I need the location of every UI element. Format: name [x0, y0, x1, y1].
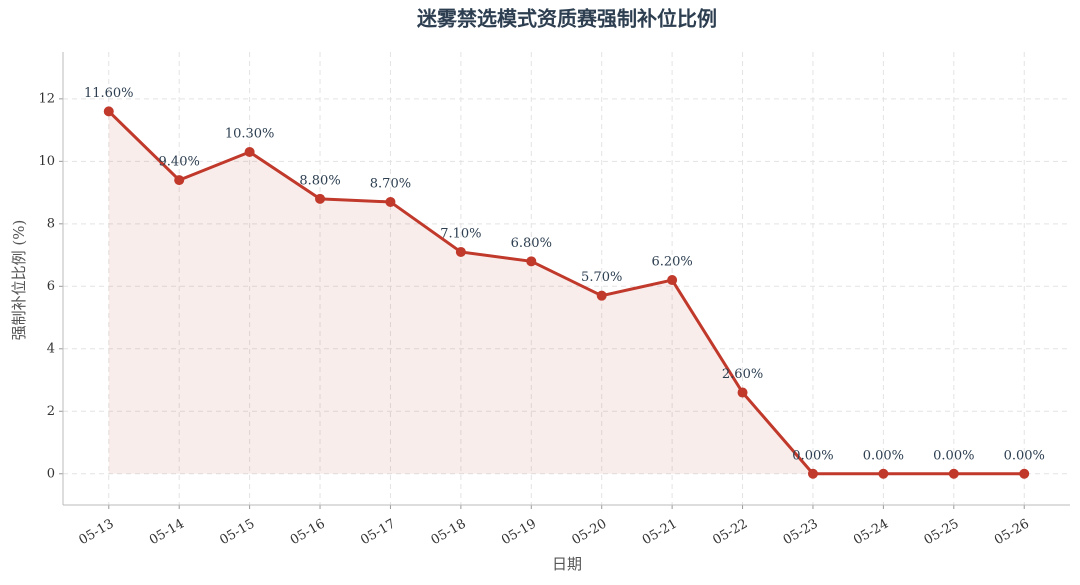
- value-label: 5.70%: [581, 270, 622, 285]
- point: [174, 175, 185, 186]
- y-tick-label: 12: [38, 91, 55, 106]
- x-tick-label: 05-20: [569, 517, 609, 549]
- y-tick-label: 2: [47, 404, 55, 419]
- y-tick-label: 0: [47, 466, 55, 481]
- point: [667, 275, 678, 286]
- y-tick-label: 8: [47, 216, 55, 231]
- value-label: 2.60%: [722, 367, 763, 382]
- x-tick-label: 05-15: [217, 517, 257, 549]
- point: [385, 196, 396, 207]
- point: [807, 468, 818, 479]
- chart-title: 迷雾禁选模式资质赛强制补位比例: [416, 7, 717, 31]
- value-label: 0.00%: [792, 448, 833, 463]
- point: [103, 106, 114, 117]
- point: [455, 246, 466, 257]
- point: [1019, 468, 1030, 479]
- point: [737, 387, 748, 398]
- x-tick-label: 05-26: [992, 517, 1032, 549]
- x-tick-label: 05-19: [499, 517, 539, 549]
- x-axis-label: 日期: [552, 555, 582, 573]
- point: [244, 146, 255, 157]
- value-label: 0.00%: [1004, 448, 1045, 463]
- value-label: 6.20%: [651, 255, 692, 270]
- y-tick-label: 10: [38, 154, 55, 169]
- value-label: 8.70%: [370, 176, 411, 191]
- x-tick-label: 05-16: [288, 517, 328, 549]
- value-label: 11.60%: [84, 86, 134, 101]
- x-tick-label: 05-13: [77, 517, 117, 549]
- x-tick-label: 05-17: [358, 517, 398, 549]
- y-tick-label: 6: [47, 279, 55, 294]
- point: [596, 290, 607, 301]
- value-label: 7.10%: [440, 226, 481, 241]
- x-tick-label: 05-18: [429, 517, 469, 549]
- x-tick-label: 05-23: [781, 517, 821, 549]
- value-label: 9.40%: [159, 155, 200, 170]
- value-label: 10.30%: [225, 126, 275, 141]
- point: [315, 193, 326, 204]
- point: [878, 468, 889, 479]
- value-label: 6.80%: [511, 236, 552, 251]
- y-axis-label: 强制补位比例 (%): [10, 220, 28, 341]
- x-tick-label: 05-24: [851, 517, 891, 549]
- point: [948, 468, 959, 479]
- x-tick-label: 05-14: [147, 517, 187, 549]
- value-label: 8.80%: [299, 173, 340, 188]
- value-label: 0.00%: [863, 448, 904, 463]
- y-tick-label: 4: [47, 341, 55, 356]
- x-tick-label: 05-22: [710, 517, 750, 549]
- area: [108, 111, 1025, 474]
- line: [107, 110, 1025, 476]
- x-tick-label: 05-25: [922, 517, 962, 549]
- point: [526, 256, 537, 267]
- value-label: 0.00%: [933, 448, 974, 463]
- x-tick-label: 05-21: [640, 517, 680, 549]
